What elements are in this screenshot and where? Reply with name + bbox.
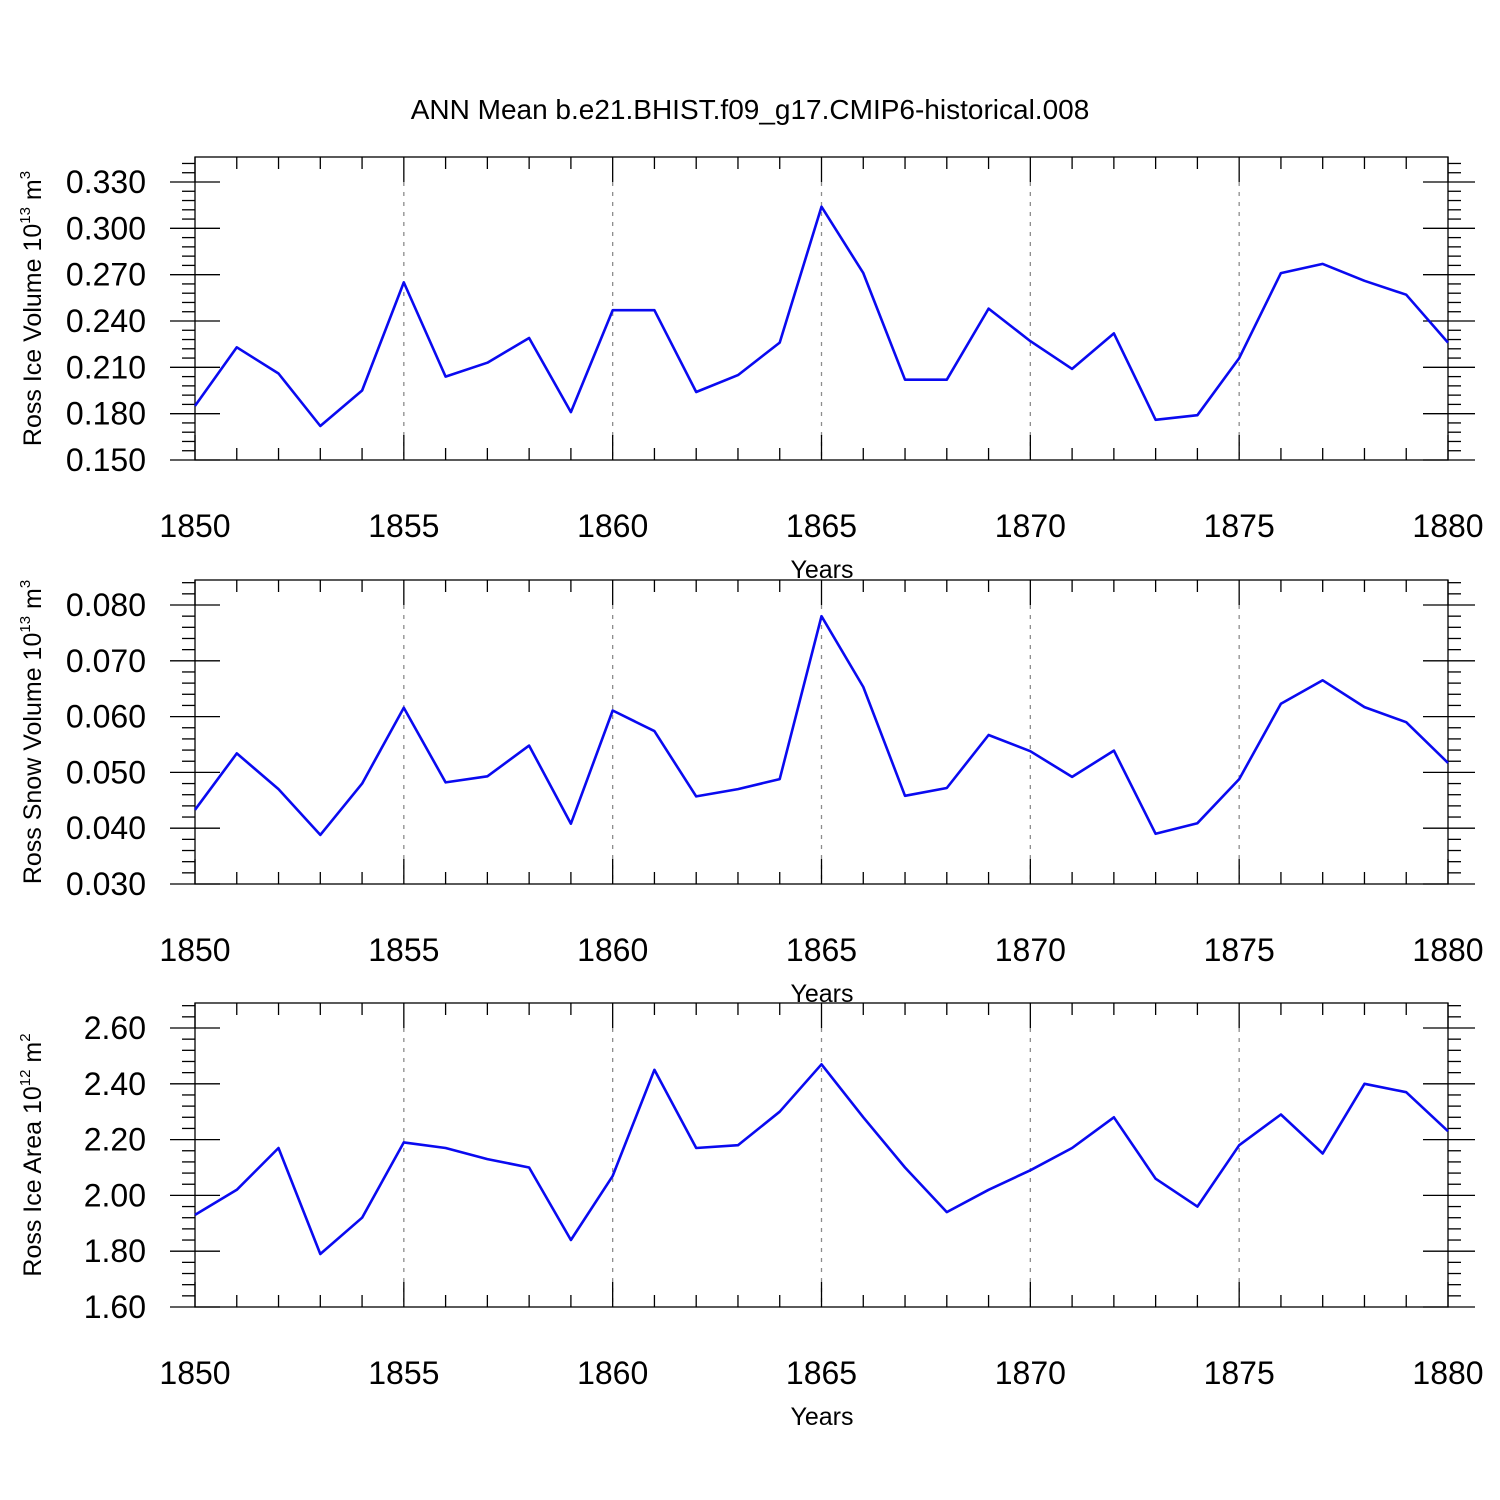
y-tick-label: 0.180 [66,396,146,432]
y-tick-label: 0.300 [66,210,146,246]
x-tick-label: 1850 [159,508,230,544]
x-tick-label: 1880 [1412,1355,1483,1391]
x-tick-label: 1880 [1412,508,1483,544]
y-tick-label: 2.40 [84,1066,146,1102]
x-tick-label: 1855 [368,932,439,968]
y-tick-label: 1.60 [84,1289,146,1325]
series-line [193,205,1449,428]
x-tick-label: 1865 [786,508,857,544]
chart-panel-3: 1.60 1.80 2.00 2.20 2.40 2.60 1850 1855 1860 1865… [17,1002,1484,1431]
y-tick-label: 0.270 [66,257,146,293]
y-axis-title: Ross Ice Area 1012 m2 [17,1033,47,1276]
y-tick-label: 0.210 [66,349,146,385]
x-tick-label: 1870 [995,508,1066,544]
y-tick-label: 0.150 [66,442,146,478]
y-tick-label: 2.00 [84,1177,146,1213]
x-tick-label: 1850 [159,1355,230,1391]
x-tick-label: 1875 [1204,932,1275,968]
x-tick-label: 1875 [1204,1355,1275,1391]
y-tick-label: 0.330 [66,164,146,200]
x-axis-title: Years [790,1403,853,1431]
x-tick-label: 1870 [995,932,1066,968]
x-tick-label: 1855 [368,508,439,544]
x-tick-label: 1865 [786,932,857,968]
x-tick-label: 1865 [786,1355,857,1391]
y-tick-label: 0.030 [66,866,146,902]
y-tick-label: 0.050 [66,754,146,790]
y-axis-title: Ross Snow Volume 1013 m3 [17,580,47,884]
y-tick-label: 0.060 [66,699,146,735]
chart-panel-1: 0.150 0.180 0.210 0.240 0.270 0.300 0.330 1850 1… [17,156,1484,584]
x-tick-label: 1860 [577,1355,648,1391]
series-line [193,614,1449,837]
y-axis-title: Ross Ice Volume 1013 m3 [17,171,47,446]
x-tick-label: 1860 [577,932,648,968]
x-axis-title: Years [790,556,853,584]
x-tick-label: 1860 [577,508,648,544]
y-tick-label: 0.080 [66,587,146,623]
x-tick-label: 1870 [995,1355,1066,1391]
y-tick-label: 0.040 [66,810,146,846]
y-tick-label: 0.070 [66,643,146,679]
chart-panel-2: 0.030 0.040 0.050 0.060 0.070 0.080 1850 1855 18… [17,579,1484,1008]
x-tick-label: 1855 [368,1355,439,1391]
y-tick-label: 2.60 [84,1010,146,1046]
figure-title: ANN Mean b.e21.BHIST.f09_g17.CMIP6-histo… [411,94,1090,125]
series-line [194,1063,1449,1256]
y-tick-label: 2.20 [84,1122,146,1158]
x-tick-label: 1880 [1412,932,1483,968]
y-tick-label: 1.80 [84,1233,146,1269]
x-tick-label: 1875 [1204,508,1275,544]
x-tick-label: 1850 [159,932,230,968]
y-tick-label: 0.240 [66,303,146,339]
